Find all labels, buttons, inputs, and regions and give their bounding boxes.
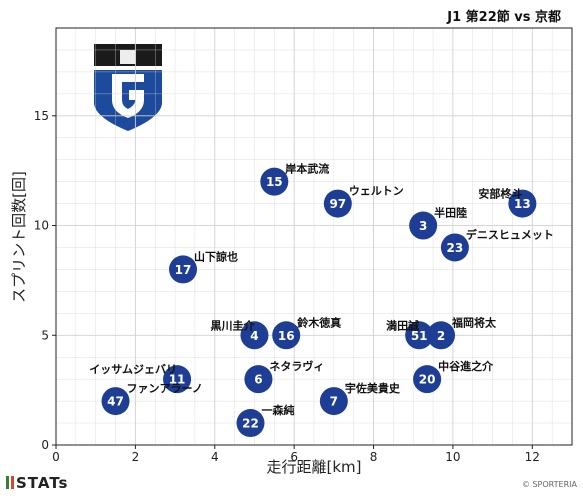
y-axis-label: スプリント回数[回] bbox=[10, 171, 28, 303]
player-name: ファンアラーノ bbox=[127, 382, 203, 395]
player-name: 黒川圭介 bbox=[210, 318, 255, 332]
player-marker bbox=[413, 365, 442, 394]
player-number: 15 bbox=[266, 175, 283, 189]
x-tick-label: 6 bbox=[290, 450, 298, 464]
x-tick-label: 2 bbox=[132, 450, 140, 464]
player-name: 中谷進之介 bbox=[438, 359, 494, 373]
player-name: 満田誠 bbox=[386, 318, 419, 332]
player-marker bbox=[244, 365, 273, 394]
player-marker bbox=[240, 321, 269, 350]
player-name: ウェルトン bbox=[349, 185, 404, 198]
player-marker bbox=[260, 167, 289, 196]
player-number: 22 bbox=[242, 417, 259, 431]
player-number: 17 bbox=[175, 263, 192, 277]
y-tick-label: 5 bbox=[41, 328, 49, 342]
player-number: 20 bbox=[419, 373, 436, 387]
grid bbox=[55, 27, 573, 446]
player-number: 51 bbox=[411, 329, 428, 343]
stats-logo-mark-green bbox=[6, 476, 9, 489]
x-tick-label: 12 bbox=[525, 450, 540, 464]
player-name: 半田陸 bbox=[434, 206, 467, 220]
x-tick-label: 0 bbox=[52, 450, 60, 464]
player-name: デニスヒュメット bbox=[466, 227, 554, 241]
player-marker bbox=[272, 321, 301, 350]
player-point: 6 ネタラヴィ bbox=[244, 359, 324, 394]
player-marker bbox=[427, 321, 456, 350]
player-name: 宇佐美貴史 bbox=[345, 381, 401, 395]
stats-logo-text: STATs bbox=[16, 474, 69, 492]
player-marker bbox=[323, 189, 352, 218]
emblem-g-letter bbox=[112, 74, 144, 118]
player-name: 福岡将太 bbox=[451, 315, 497, 329]
player-number: 13 bbox=[514, 197, 531, 211]
player-number: 2 bbox=[437, 329, 445, 343]
player-marker bbox=[405, 321, 434, 350]
y-tick-label: 10 bbox=[34, 219, 49, 233]
player-number: 7 bbox=[330, 395, 338, 409]
player-marker bbox=[508, 189, 537, 218]
player-number: 3 bbox=[419, 219, 427, 233]
player-name: 鈴木徳真 bbox=[297, 315, 341, 329]
player-name: 岸本武流 bbox=[285, 162, 329, 176]
player-number: 97 bbox=[329, 197, 346, 211]
player-number: 4 bbox=[250, 329, 258, 343]
x-tick-label: 4 bbox=[211, 450, 219, 464]
x-tick-label: 8 bbox=[370, 450, 378, 464]
stats-logo: STATs bbox=[6, 474, 68, 492]
player-number: 6 bbox=[254, 373, 262, 387]
player-number: 11 bbox=[169, 373, 186, 387]
axes: 0 2 4 6 8 10 12 0 5 10 15 bbox=[34, 27, 573, 464]
team-emblem bbox=[94, 44, 162, 131]
player-marker bbox=[236, 409, 265, 438]
player-point: 2 福岡将太 bbox=[427, 315, 497, 350]
x-tick-label: 10 bbox=[445, 450, 460, 464]
y-tick-label: 15 bbox=[34, 109, 49, 123]
data-points: 15岸本武流97ウェルトン3半田陸13安部柊斗23デニスヒュメット17山下諒也4… bbox=[89, 162, 554, 438]
player-name: 山下諒也 bbox=[194, 249, 238, 263]
player-number: 16 bbox=[278, 329, 295, 343]
player-marker bbox=[440, 233, 469, 262]
player-marker bbox=[319, 387, 348, 416]
emblem-top-notch bbox=[120, 50, 136, 64]
player-name: ネタラヴィ bbox=[269, 359, 324, 373]
player-marker bbox=[169, 255, 198, 284]
player-name: イッサムジェバリ bbox=[89, 363, 177, 376]
player-name: 安部柊斗 bbox=[478, 187, 522, 201]
player-point: 3 半田陸 bbox=[409, 206, 467, 240]
copyright: © SPORTERIA bbox=[521, 480, 577, 489]
player-number: 47 bbox=[107, 395, 124, 409]
page-title: J1 第22節 vs 京都 bbox=[447, 10, 561, 25]
y-tick-label: 0 bbox=[41, 438, 49, 452]
plot-frame bbox=[55, 27, 573, 446]
player-marker bbox=[163, 365, 192, 394]
player-point: 7 宇佐美貴史 bbox=[319, 381, 401, 416]
player-marker bbox=[409, 211, 438, 240]
player-name: 一森純 bbox=[261, 403, 294, 417]
x-axis-label: 走行距離[km] bbox=[266, 458, 361, 476]
player-number: 23 bbox=[447, 241, 464, 255]
player-marker bbox=[101, 387, 130, 416]
stats-logo-mark-red bbox=[11, 476, 14, 489]
